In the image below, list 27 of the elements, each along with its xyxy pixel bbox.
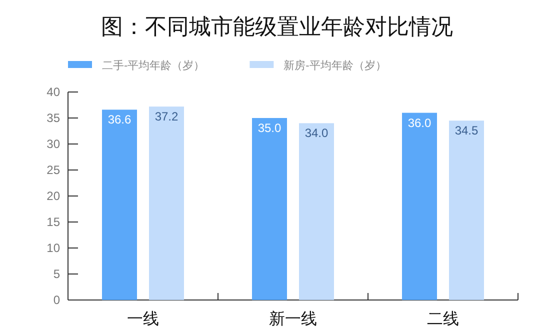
chart-title: 图：不同城市能级置业年龄对比情况 bbox=[101, 14, 453, 39]
x-tick-label: 二线 bbox=[427, 310, 459, 328]
y-tick-label: 40 bbox=[46, 85, 60, 99]
data-label: 34.5 bbox=[454, 124, 478, 138]
y-tick-label: 15 bbox=[46, 215, 60, 229]
data-label: 34.0 bbox=[304, 126, 328, 140]
data-label: 35.0 bbox=[258, 121, 282, 135]
data-label: 36.6 bbox=[108, 112, 132, 127]
y-tick-label: 30 bbox=[46, 137, 60, 151]
legend-label: 新房-平均年龄（岁） bbox=[284, 59, 386, 72]
bar bbox=[402, 112, 437, 300]
y-tick-label: 25 bbox=[46, 163, 60, 177]
y-tick-label: 10 bbox=[46, 241, 60, 255]
x-tick-label: 一线 bbox=[127, 310, 159, 328]
y-tick-label: 20 bbox=[46, 189, 60, 203]
legend-label: 二手-平均年龄（岁） bbox=[102, 59, 205, 72]
data-label: 37.2 bbox=[154, 110, 178, 124]
bar bbox=[252, 118, 287, 300]
y-tick-label: 0 bbox=[53, 293, 60, 307]
bar bbox=[102, 110, 137, 300]
bar bbox=[449, 120, 484, 300]
x-tick-label: 新一线 bbox=[269, 310, 317, 328]
bar bbox=[299, 123, 334, 300]
data-label: 36.0 bbox=[408, 116, 432, 130]
y-tick-label: 5 bbox=[53, 267, 60, 281]
y-tick-label: 35 bbox=[46, 111, 60, 125]
bar bbox=[149, 106, 184, 300]
